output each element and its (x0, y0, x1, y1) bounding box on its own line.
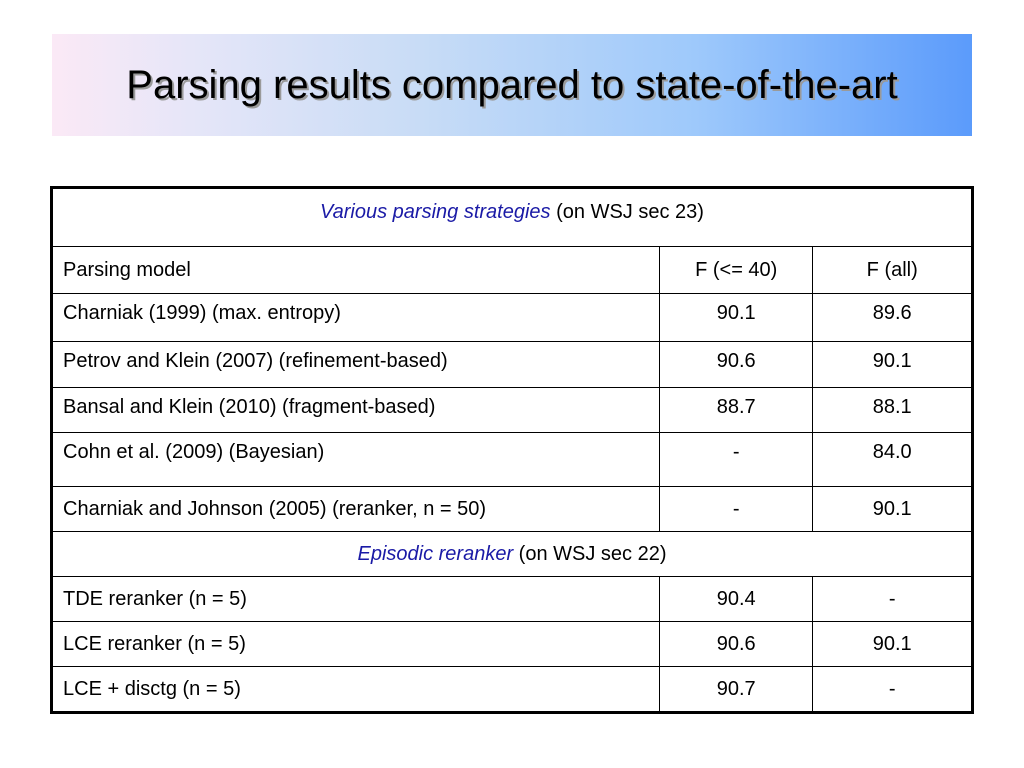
results-table: Various parsing strategies (on WSJ sec 2… (50, 186, 974, 714)
column-header-fall: F (all) (812, 246, 973, 294)
table-row: Cohn et al. (2009) (Bayesian) - 84.0 (51, 432, 973, 487)
fall-cell: - (812, 666, 973, 713)
column-header-row: Parsing model F (<= 40) F (all) (51, 246, 973, 294)
fall-cell: 88.1 (812, 387, 973, 433)
slide-title: Parsing results compared to state-of-the… (126, 62, 898, 107)
section-title: Episodic reranker (357, 542, 514, 565)
section-header-row: Episodic reranker (on WSJ sec 22) (51, 531, 973, 577)
f40-cell: - (658, 486, 814, 532)
f40-cell: 90.7 (658, 666, 814, 713)
model-cell: Petrov and Klein (2007) (refinement-base… (51, 341, 660, 388)
table-row: Charniak and Johnson (2005) (reranker, n… (51, 486, 973, 532)
fall-cell: 90.1 (812, 486, 973, 532)
fall-cell: 89.6 (812, 293, 973, 342)
f40-cell: 88.7 (658, 387, 814, 433)
table-row: LCE + disctg (n = 5) 90.7 - (51, 666, 973, 713)
table-row: TDE reranker (n = 5) 90.4 - (51, 576, 973, 622)
model-cell: Charniak (1999) (max. entropy) (51, 293, 660, 342)
model-cell: LCE + disctg (n = 5) (51, 666, 660, 713)
f40-cell: 90.4 (658, 576, 814, 622)
table-row: Charniak (1999) (max. entropy) 90.1 89.6 (51, 293, 973, 342)
column-header-model: Parsing model (51, 246, 660, 294)
f40-cell: - (658, 432, 814, 487)
f40-cell: 90.1 (658, 293, 814, 342)
fall-cell: 90.1 (812, 341, 973, 388)
model-cell: LCE reranker (n = 5) (51, 621, 660, 667)
column-header-f40: F (<= 40) (658, 246, 814, 294)
model-cell: Cohn et al. (2009) (Bayesian) (51, 432, 660, 487)
f40-cell: 90.6 (658, 621, 814, 667)
table-row: Bansal and Klein (2010) (fragment-based)… (51, 387, 973, 433)
f40-cell: 90.6 (658, 341, 814, 388)
section-subtitle: (on WSJ sec 22) (513, 542, 667, 565)
table-row: Petrov and Klein (2007) (refinement-base… (51, 341, 973, 388)
section-title: Various parsing strategies (320, 201, 551, 223)
fall-cell: - (812, 576, 973, 622)
section-header-cell: Various parsing strategies (on WSJ sec 2… (51, 187, 973, 247)
section-header-row: Various parsing strategies (on WSJ sec 2… (51, 187, 973, 247)
model-cell: Bansal and Klein (2010) (fragment-based) (51, 387, 660, 433)
model-cell: Charniak and Johnson (2005) (reranker, n… (51, 486, 660, 532)
model-cell: TDE reranker (n = 5) (51, 576, 660, 622)
section-header-cell: Episodic reranker (on WSJ sec 22) (51, 531, 973, 577)
title-banner: Parsing results compared to state-of-the… (52, 34, 972, 136)
section-subtitle: (on WSJ sec 23) (550, 201, 704, 223)
fall-cell: 84.0 (812, 432, 973, 487)
fall-cell: 90.1 (812, 621, 973, 667)
table-row: LCE reranker (n = 5) 90.6 90.1 (51, 621, 973, 667)
